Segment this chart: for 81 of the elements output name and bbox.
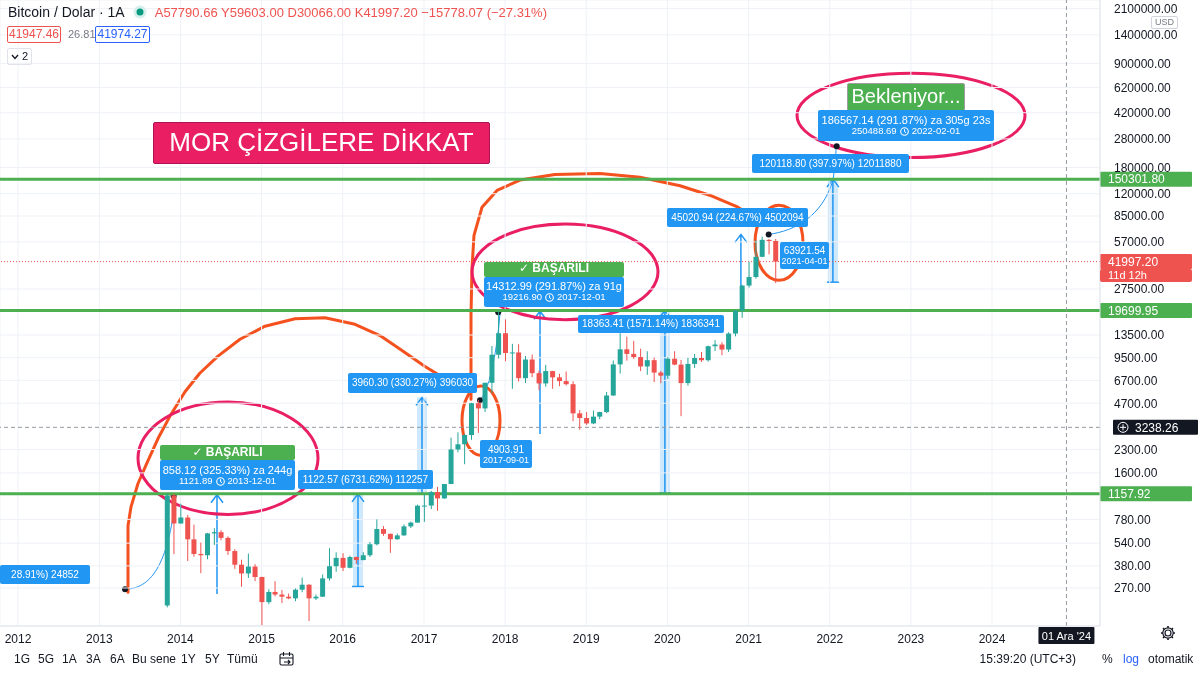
annotation: 2022-02-01 bbox=[911, 125, 961, 137]
chart-subtitle: A57790.66 Y59603.00 D30066.00 K41997.20 −15778.07 (−27.31%) bbox=[154, 4, 547, 20]
y-tick-label: 270.00 bbox=[1114, 581, 1152, 596]
y-tick-label: 9500.00 bbox=[1114, 350, 1158, 365]
text: 5G bbox=[38, 652, 55, 667]
annotation: 2017-09-01 bbox=[482, 454, 530, 466]
y-tick-label: 2100000.00 bbox=[1114, 1, 1178, 16]
ref-line-label: 19699.95 bbox=[1108, 303, 1159, 318]
text: Bu sene bbox=[132, 652, 177, 667]
annotation: ✓ BAŞARILI bbox=[518, 261, 590, 276]
chart-title: Bitcoin / Dolar · 1A bbox=[8, 4, 125, 20]
ref-line-label: 01 Ara '24 bbox=[1041, 629, 1092, 642]
y-tick-label: 280000.00 bbox=[1114, 132, 1172, 147]
annotation: 63921.54 bbox=[783, 244, 826, 256]
text: log bbox=[1123, 652, 1140, 667]
y-tick-label: 2300.00 bbox=[1114, 442, 1158, 457]
y-tick-label: 900000.00 bbox=[1114, 56, 1172, 71]
x-tick-label: 2017 bbox=[410, 631, 438, 646]
annotation: 1122.57 (6731.62%) 112257 bbox=[302, 474, 429, 486]
annotation: 18363.41 (1571.14%) 1836341 bbox=[582, 318, 720, 330]
y-tick-label: 85000.00 bbox=[1114, 209, 1165, 224]
annotation: 45020.94 (224.67%) 4502094 bbox=[671, 212, 804, 224]
text: 3A bbox=[86, 652, 101, 667]
annotation: 2 bbox=[21, 50, 29, 63]
annotation: 186567.14 (291.87%) za 305g 23s bbox=[821, 113, 991, 127]
ref-line-label: 3238.26 bbox=[1135, 420, 1179, 435]
annotation: 28.91%) 24852 bbox=[11, 568, 79, 581]
x-tick-label: 2013 bbox=[85, 631, 113, 646]
text: 6A bbox=[110, 652, 125, 667]
y-tick-label: 780.00 bbox=[1114, 512, 1152, 527]
x-tick-label: 2018 bbox=[491, 631, 519, 646]
text: 15:39:20 (UTC+3) bbox=[979, 652, 1076, 667]
y-tick-label: 120000.00 bbox=[1114, 186, 1172, 201]
x-tick-label: 2021 bbox=[735, 631, 763, 646]
annotation: ✓ BAŞARILI bbox=[192, 444, 263, 460]
text: 1A bbox=[62, 652, 77, 667]
text: % bbox=[1102, 652, 1113, 667]
y-tick-label: 420000.00 bbox=[1114, 105, 1172, 120]
annotation: 14312.99 (291.87%) za 91g bbox=[486, 280, 622, 293]
x-tick-label: 2014 bbox=[167, 631, 195, 646]
x-tick-label: 2024 bbox=[978, 631, 1006, 646]
y-axis-title: USD bbox=[1151, 16, 1179, 29]
y-tick-label: 4700.00 bbox=[1114, 396, 1158, 411]
text: Tümü bbox=[227, 652, 258, 667]
annotation: 41974.27 bbox=[97, 26, 148, 42]
annotation: MOR ÇİZGİLERE DİKKAT bbox=[169, 127, 474, 158]
annotation: 858.12 (325.33%) za 244g bbox=[162, 463, 293, 476]
x-tick-label: 2020 bbox=[653, 631, 681, 646]
annotation: 2021-04-01 bbox=[781, 255, 828, 267]
annotation: 26.81 bbox=[68, 28, 96, 41]
y-tick-label: 540.00 bbox=[1114, 536, 1152, 551]
y-tick-label: 27500.00 bbox=[1114, 282, 1165, 297]
y-tick-label: 620000.00 bbox=[1114, 80, 1172, 95]
y-tick-label: 57000.00 bbox=[1114, 235, 1165, 250]
annotation: 250488.69 bbox=[851, 125, 897, 137]
text: 5Y bbox=[205, 652, 220, 667]
annotation: 4903.91 bbox=[487, 443, 525, 455]
text: otomatik bbox=[1148, 652, 1194, 667]
annotation: 41947.46 bbox=[8, 26, 60, 42]
y-tick-label: 1400000.00 bbox=[1114, 28, 1178, 43]
text: 1Y bbox=[181, 652, 196, 667]
annotation: 19216.90 bbox=[502, 291, 542, 304]
y-tick-label: 180000.00 bbox=[1114, 160, 1172, 175]
x-tick-label: 2022 bbox=[816, 631, 844, 646]
ref-line-label: 1157.92 bbox=[1108, 487, 1151, 502]
ref-line-label: 150301.80 bbox=[1108, 172, 1166, 187]
ref-line-label: 41997.20 bbox=[1108, 254, 1159, 269]
y-tick-label: 13500.00 bbox=[1114, 328, 1165, 343]
x-tick-label: 2016 bbox=[329, 631, 357, 646]
annotation: 2017-12-01 bbox=[557, 291, 606, 304]
annotation: 120118.80 (397.97%) 12011880 bbox=[759, 157, 902, 169]
x-tick-label: 2015 bbox=[248, 631, 276, 646]
y-tick-label: 380.00 bbox=[1114, 559, 1152, 574]
text: 11d 12h bbox=[1108, 269, 1147, 282]
y-tick-label: 6700.00 bbox=[1114, 373, 1158, 388]
annotation: 3960.30 (330.27%) 396030 bbox=[351, 377, 474, 389]
y-tick-label: 1600.00 bbox=[1114, 466, 1158, 481]
x-tick-label: 2023 bbox=[897, 631, 925, 646]
x-tick-label: 2012 bbox=[4, 631, 32, 646]
text: 1G bbox=[14, 652, 31, 667]
x-tick-label: 2019 bbox=[572, 631, 600, 646]
